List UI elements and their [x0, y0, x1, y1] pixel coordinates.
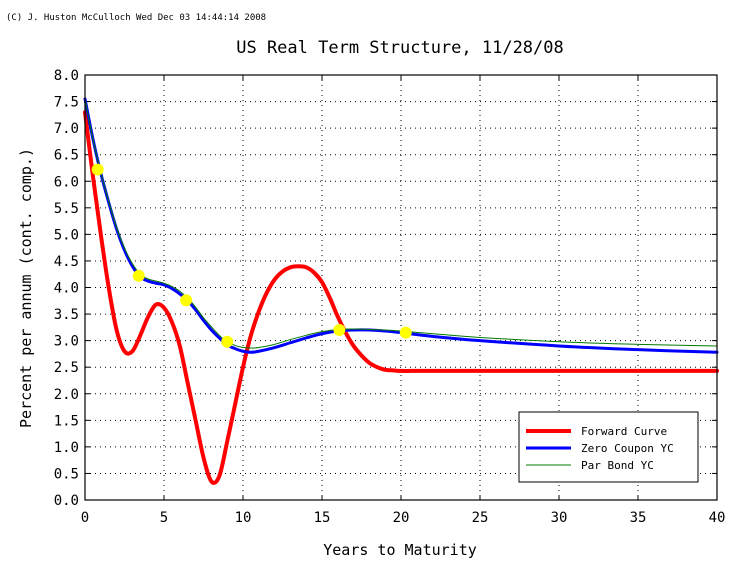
y-tick-label: 1.5 — [54, 413, 79, 429]
x-tick-label: 15 — [314, 510, 331, 526]
x-tick-label: 25 — [472, 510, 489, 526]
y-tick-label: 3.5 — [54, 307, 79, 323]
data-markers — [91, 163, 412, 348]
plot-frame — [84, 74, 718, 501]
x-tick-label: 40 — [709, 510, 726, 526]
y-tick-label: 2.0 — [54, 387, 79, 403]
x-tick-label: 20 — [393, 510, 410, 526]
y-tick-label: 1.0 — [54, 440, 79, 456]
data-point-marker — [333, 324, 346, 336]
y-tick-label: 6.5 — [54, 148, 79, 164]
data-point-marker — [399, 326, 412, 339]
chart-title: US Real Term Structure, 11/28/08 — [236, 38, 564, 58]
y-tick-label: 7.5 — [54, 95, 79, 111]
data-point-marker — [180, 294, 193, 307]
y-tick-label: 0.0 — [54, 493, 79, 509]
x-tick-label: 30 — [551, 510, 568, 526]
x-tick-labels: 0 5 10 15 20 25 30 35 40 — [81, 510, 726, 526]
y-tick-label: 7.0 — [54, 121, 79, 137]
y-tick-label: 2.5 — [54, 360, 79, 376]
y-axis-label: Percent per annum (cont. comp.) — [17, 148, 35, 428]
y-tick-label: 6.0 — [54, 174, 79, 190]
y-tick-labels: 0.0 0.5 1.0 1.5 2.0 2.5 3.0 3.5 4.0 4.5 5.0 5.5 6.0 6… — [54, 68, 79, 509]
x-axis-label: Years to Maturity — [323, 541, 477, 559]
x-tick-label: 5 — [160, 510, 168, 526]
data-point-marker — [132, 269, 145, 282]
x-tick-label: 35 — [630, 510, 647, 526]
y-tick-label: 5.5 — [54, 201, 79, 217]
data-point-marker — [221, 335, 234, 348]
y-tick-label: 8.0 — [54, 68, 79, 84]
y-tick-label: 3.0 — [54, 334, 79, 350]
y-tick-label: 0.5 — [54, 466, 79, 482]
y-tick-label: 4.5 — [54, 254, 79, 270]
forward-curve-line — [83, 110, 719, 485]
legend-par-bond-yc-label: Par Bond YC — [581, 459, 654, 472]
y-tick-label: 4.0 — [54, 281, 79, 297]
legend-forward-curve-label: Forward Curve — [581, 425, 667, 438]
data-point-marker — [91, 163, 104, 176]
x-tick-label: 10 — [235, 510, 252, 526]
copyright-text: (C) J. Huston McCulloch Wed Dec 03 14:44… — [6, 13, 266, 23]
x-tick-label: 0 — [81, 510, 89, 526]
legend: Forward Curve Zero Coupon YC Par Bond YC — [518, 411, 699, 483]
y-tick-label: 5.0 — [54, 227, 79, 243]
legend-zero-coupon-yc-label: Zero Coupon YC — [581, 442, 674, 455]
